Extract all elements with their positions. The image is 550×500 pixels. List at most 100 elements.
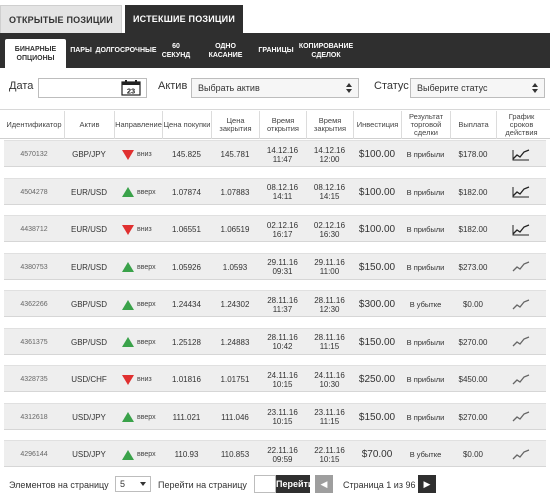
cell-open-time: 23.11.16 10:15 xyxy=(267,408,298,426)
column-investment[interactable]: Инвестиция xyxy=(353,111,401,139)
cell-direction: вверх xyxy=(114,254,162,281)
cell-close-price: 1.24302 xyxy=(220,300,250,309)
arrow-up-icon xyxy=(122,187,134,197)
cell-direction: вниз xyxy=(114,141,162,168)
cell-id: 4328735 xyxy=(20,376,48,383)
cell-close-price: 110.853 xyxy=(220,450,250,459)
direction-label: вниз xyxy=(137,376,152,383)
column-expiry-chart[interactable]: График сроков действия xyxy=(496,111,546,139)
next-page-button[interactable]: ▶ xyxy=(418,475,436,493)
cell-asset: GBP/USD xyxy=(70,300,107,309)
cell-direction: вниз xyxy=(114,366,162,393)
cell-open-time: 24.11.16 10:15 xyxy=(267,370,298,389)
top-tabs: ОТКРЫТЫЕ ПОЗИЦИИ ИСТЕКШИЕ ПОЗИЦИИ xyxy=(0,0,550,33)
column-asset[interactable]: Актив xyxy=(64,111,114,139)
per-page-value: 5 xyxy=(120,479,126,489)
cell-trade-result: В прибыли xyxy=(406,150,445,159)
arrow-up-icon xyxy=(122,412,134,422)
column-close-time[interactable]: Время закрытия xyxy=(306,111,353,139)
cell-expiry-chart xyxy=(496,329,546,356)
previous-page-button[interactable]: ◀ xyxy=(315,475,333,493)
line-chart-icon[interactable] xyxy=(512,336,530,348)
cell-asset: USD/JPY xyxy=(72,450,106,459)
column-payout[interactable]: Выплата xyxy=(450,111,496,139)
line-chart-icon[interactable] xyxy=(512,411,530,423)
date-field[interactable]: 23 xyxy=(38,78,147,98)
chevron-down-icon xyxy=(140,482,146,486)
cell-close-time: 28.11.16 12:30 xyxy=(314,295,345,314)
direction-label: вверх xyxy=(137,338,156,346)
pagination: Элементов на страницу 5 Перейти на стран… xyxy=(0,474,550,498)
column-id[interactable]: Идентификатор xyxy=(6,120,62,129)
subnav-copy-trading[interactable]: КОПИРОВАНИЕ СДЕЛОК xyxy=(298,42,354,59)
cell-close-time: 24.11.16 10:30 xyxy=(314,370,345,389)
cell-close-time: 29.11.16 11:00 xyxy=(314,258,345,276)
cell-payout: $0.00 xyxy=(462,450,484,459)
table-row: 4312618 USD/JPY вверх 111.021 111.046 23.11.1… xyxy=(4,402,546,430)
page-number-input[interactable] xyxy=(254,475,276,493)
cell-buy-price: 145.825 xyxy=(172,150,201,159)
line-chart-icon[interactable] xyxy=(512,373,530,386)
asset-select[interactable]: Выбрать актив xyxy=(191,78,359,98)
cell-payout: $182.00 xyxy=(458,225,488,234)
cell-direction: вниз xyxy=(114,216,162,243)
direction-label: вверх xyxy=(137,451,156,458)
column-direction[interactable]: Направление xyxy=(114,111,162,139)
column-trade-result[interactable]: Результат торговой сделки xyxy=(401,111,450,139)
cell-asset: GBP/USD xyxy=(70,337,107,347)
status-select-value: Выберите статус xyxy=(417,83,488,93)
cell-id: 4380753 xyxy=(20,263,48,271)
line-chart-icon[interactable] xyxy=(512,148,530,161)
cell-asset: USD/CHF xyxy=(71,375,107,384)
cell-direction: вверх xyxy=(114,291,162,318)
cell-asset: USD/JPY xyxy=(72,412,106,422)
tab-expired-positions[interactable]: ИСТЕКШИЕ ПОЗИЦИИ xyxy=(125,5,243,33)
cell-trade-result: В прибыли xyxy=(406,412,445,422)
cell-payout: $450.00 xyxy=(458,375,488,384)
subnav-pairs[interactable]: ПАРЫ xyxy=(70,47,92,54)
line-chart-icon[interactable] xyxy=(512,261,530,273)
cell-trade-result: В прибыли xyxy=(406,262,445,272)
cell-investment: $150.00 xyxy=(358,261,396,273)
table-row: 4438712 EUR/USD вниз 1.06551 1.06519 02.12.16… xyxy=(4,215,546,242)
cell-open-time: 28.11.16 10:42 xyxy=(267,333,298,351)
column-close-price[interactable]: Цена закрытия xyxy=(211,111,259,139)
line-chart-icon[interactable] xyxy=(512,448,530,461)
table-row: 4362266 GBP/USD вверх 1.24434 1.24302 28.11.1… xyxy=(4,290,546,317)
per-page-select[interactable]: 5 xyxy=(115,476,151,492)
subnav-60-seconds[interactable]: 60 СЕКУНД xyxy=(161,42,191,59)
go-button[interactable]: Перейти xyxy=(276,475,313,493)
column-open-time[interactable]: Время открытия xyxy=(259,111,306,139)
subnav-binary-options[interactable]: БИНАРНЫЕ ОПЦИОНЫ xyxy=(5,39,66,68)
cell-close-time: 23.11.16 11:15 xyxy=(314,408,345,426)
arrow-up-icon xyxy=(122,449,134,460)
asset-select-value: Выбрать актив xyxy=(198,83,260,93)
tab-open-positions[interactable]: ОТКРЫТЫЕ ПОЗИЦИИ xyxy=(0,5,122,33)
line-chart-icon[interactable] xyxy=(512,298,530,311)
cell-direction: вверх xyxy=(114,329,162,356)
subnav-one-touch[interactable]: ОДНО КАСАНИЕ xyxy=(208,42,243,59)
table-row: 4380753 EUR/USD вверх 1.05926 1.0593 29.11.16… xyxy=(4,252,546,281)
line-chart-icon[interactable] xyxy=(512,223,530,236)
status-select[interactable]: Выберите статус xyxy=(410,78,545,98)
cell-asset: EUR/USD xyxy=(70,225,107,234)
cell-buy-price: 1.06551 xyxy=(172,225,201,234)
arrow-up-icon xyxy=(122,299,134,310)
subnav-long-term[interactable]: ДОЛГОСРОЧНЫЕ xyxy=(95,47,157,54)
direction-label: вниз xyxy=(137,151,152,158)
calendar-icon[interactable]: 23 xyxy=(121,80,141,96)
line-chart-icon[interactable] xyxy=(512,186,530,198)
cell-close-price: 145.781 xyxy=(220,150,250,159)
column-buy-price[interactable]: Цена покупки xyxy=(162,111,211,139)
cell-trade-result: В прибыли xyxy=(406,187,445,197)
cell-trade-result: В убытке xyxy=(409,450,442,459)
goto-page-label: Перейти на страницу xyxy=(158,480,247,490)
subnav-boundaries[interactable]: ГРАНИЦЫ xyxy=(258,47,294,54)
cell-expiry-chart xyxy=(496,291,546,318)
cell-expiry-chart xyxy=(496,141,546,168)
cell-expiry-chart xyxy=(496,366,546,393)
cell-id: 4312618 xyxy=(20,413,48,421)
direction-label: вниз xyxy=(137,226,152,233)
cell-close-time: 28.11.16 11:15 xyxy=(314,333,345,351)
cell-asset: GBP/JPY xyxy=(72,150,106,159)
